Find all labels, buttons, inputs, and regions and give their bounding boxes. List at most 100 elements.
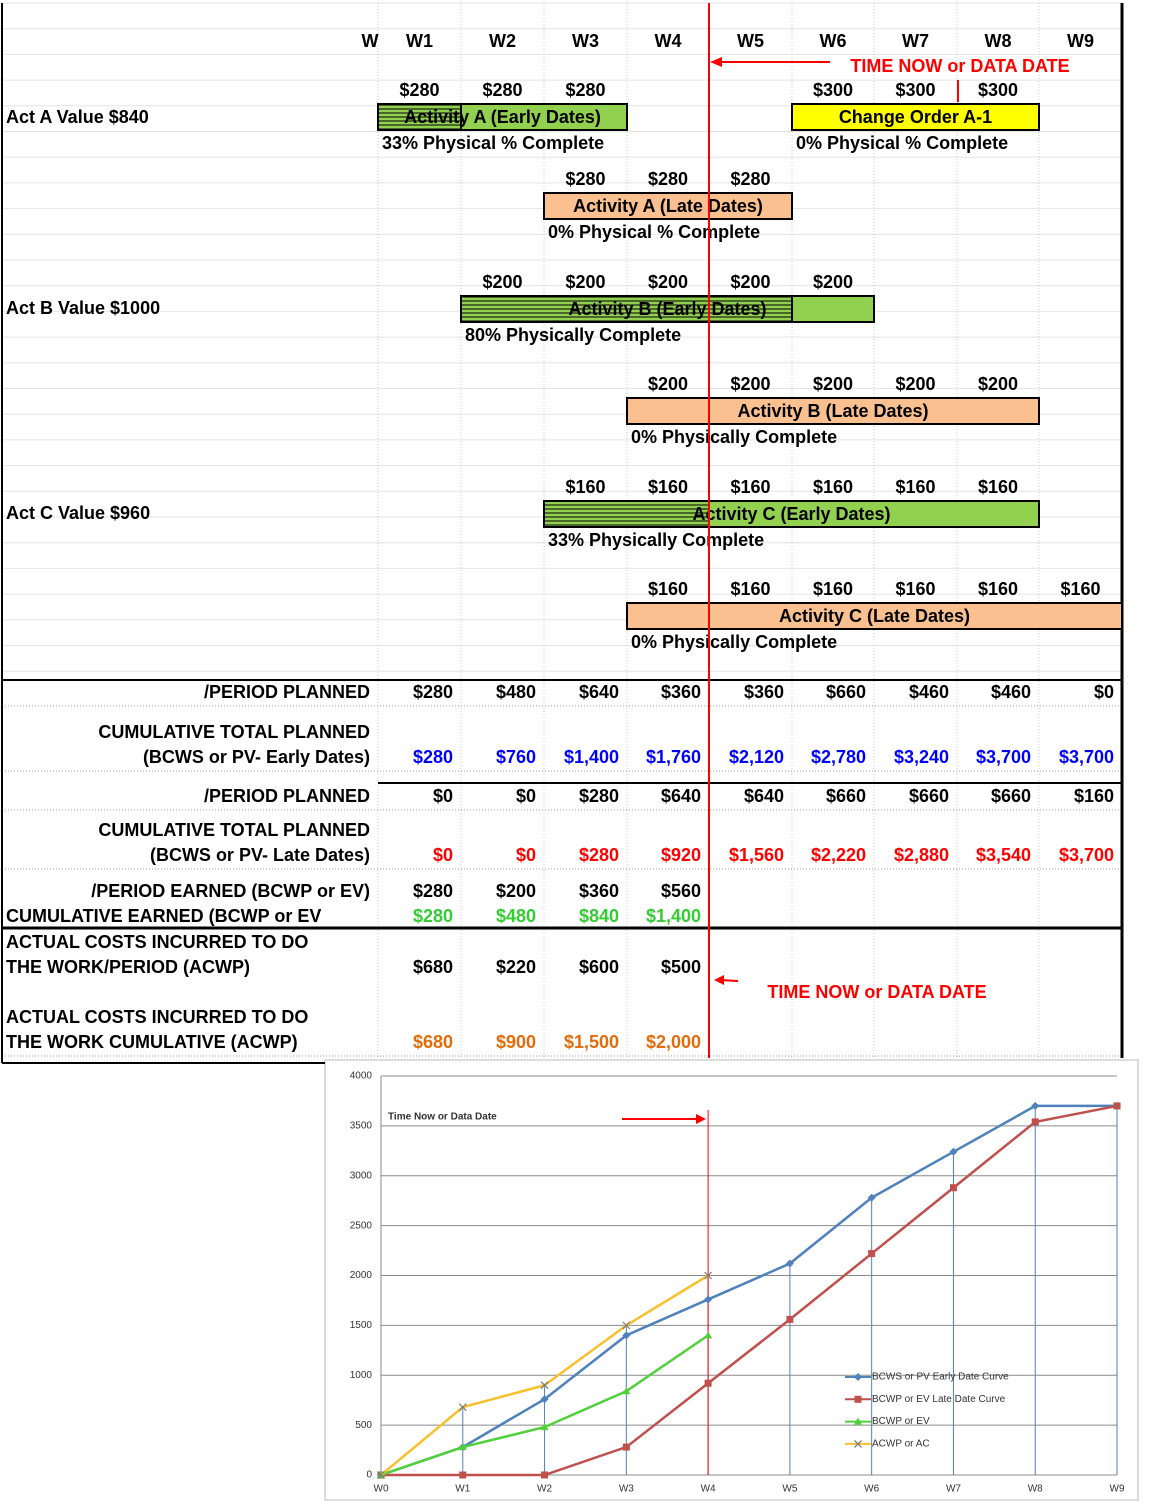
x-tick-label: W5 — [782, 1484, 797, 1495]
activity-value: $200 — [730, 272, 770, 292]
summary-label: ACTUAL COSTS INCURRED TO DO — [6, 932, 308, 952]
summary-value: $280 — [413, 747, 453, 767]
summary-value: $2,880 — [894, 845, 949, 865]
activity-bar — [626, 397, 1040, 425]
marker — [704, 1331, 713, 1339]
week-header: W3 — [572, 31, 599, 51]
y-tick-label: 1000 — [350, 1370, 373, 1381]
summary-value: $0 — [516, 786, 536, 806]
series-line — [380, 1104, 1117, 1477]
activity-value: $160 — [648, 477, 688, 497]
y-tick-label: 2000 — [350, 1270, 373, 1281]
week-header: W5 — [737, 31, 764, 51]
x-tick-label: W7 — [946, 1484, 961, 1495]
summary-label: (BCWS or PV- Late Dates) — [150, 845, 370, 865]
summary-label: CUMULATIVE TOTAL PLANNED — [98, 820, 370, 840]
summary-value: $660 — [826, 786, 866, 806]
activity-value: $280 — [565, 80, 605, 100]
x-tick-label: W0 — [374, 1484, 389, 1495]
summary-label: THE WORK/PERIOD (ACWP) — [6, 957, 250, 977]
summary-value: $2,120 — [729, 747, 784, 767]
summary-value: $1,400 — [646, 906, 701, 926]
summary-value: $600 — [579, 957, 619, 977]
marker — [622, 1331, 631, 1340]
summary-value: $660 — [991, 786, 1031, 806]
activity-value: $160 — [730, 477, 770, 497]
activity-value: $160 — [978, 579, 1018, 599]
x-tick-label: W4 — [701, 1484, 716, 1495]
activity-label: Activity C (Late Dates) — [779, 606, 970, 626]
chart-annotation: Time Now or Data Date — [388, 1112, 497, 1123]
summary-value: $280 — [579, 845, 619, 865]
marker — [377, 1471, 385, 1479]
summary-value: $1,400 — [564, 747, 619, 767]
marker — [786, 1315, 794, 1323]
summary-value: $3,240 — [894, 747, 949, 767]
marker — [540, 1381, 549, 1390]
summary-label: /PERIOD PLANNED — [204, 682, 370, 702]
activity-note: 0% Physical % Complete — [548, 222, 760, 242]
activity-label: Activity A (Early Dates) — [404, 107, 601, 127]
summary-value: $660 — [909, 786, 949, 806]
x-tick-label: W1 — [455, 1484, 470, 1495]
activity-value: $160 — [895, 477, 935, 497]
row-label: Act A Value $840 — [6, 107, 149, 127]
activity-label: Change Order A-1 — [839, 107, 992, 127]
summary-value: $500 — [661, 957, 701, 977]
progress-hatch — [543, 500, 710, 528]
summary-value: $760 — [496, 747, 536, 767]
summary-value: $200 — [496, 881, 536, 901]
summary-label: /PERIOD PLANNED — [204, 786, 370, 806]
summary-value: $3,700 — [976, 747, 1031, 767]
x-tick-label: W6 — [864, 1484, 879, 1495]
activity-value: $160 — [813, 579, 853, 599]
marker — [1113, 1102, 1121, 1110]
summary-value: $3,700 — [1059, 845, 1114, 865]
y-tick-label: 3000 — [350, 1170, 373, 1181]
week-header: W9 — [1067, 31, 1094, 51]
activity-note: 80% Physically Complete — [465, 325, 681, 345]
summary-value: $920 — [661, 845, 701, 865]
summary-value: $0 — [433, 786, 453, 806]
summary-value: $0 — [433, 845, 453, 865]
x-tick-label: W9 — [1110, 1484, 1125, 1495]
activity-value: $200 — [648, 272, 688, 292]
row-label: Act B Value $1000 — [6, 298, 160, 318]
summary-label: /PERIOD EARNED (BCWP or EV) — [91, 881, 370, 901]
marker — [867, 1193, 876, 1202]
summary-value: $1,500 — [564, 1032, 619, 1052]
activity-value: $160 — [1060, 579, 1100, 599]
activity-value: $200 — [565, 272, 605, 292]
y-tick-label: 3500 — [350, 1121, 373, 1132]
summary-value: $2,000 — [646, 1032, 701, 1052]
summary-label: (BCWS or PV- Early Dates) — [143, 747, 370, 767]
summary-value: $680 — [413, 1032, 453, 1052]
activity-label: Activity B (Early Dates) — [568, 299, 766, 319]
marker — [785, 1259, 794, 1268]
activity-label: Activity C (Early Dates) — [692, 504, 890, 524]
marker — [1031, 1118, 1039, 1126]
progress-hatch — [377, 103, 462, 131]
summary-value: $840 — [579, 906, 619, 926]
summary-value: $1,560 — [729, 845, 784, 865]
legend-label: ACWP or AC — [872, 1439, 930, 1450]
activity-value: $200 — [813, 374, 853, 394]
summary-value: $1,760 — [646, 747, 701, 767]
summary-value: $460 — [991, 682, 1031, 702]
week-header: W4 — [655, 31, 682, 51]
summary-value: $360 — [579, 881, 619, 901]
marker — [622, 1443, 630, 1451]
activity-value: $200 — [895, 374, 935, 394]
summary-value: $280 — [413, 682, 453, 702]
summary-value: $280 — [413, 906, 453, 926]
marker — [540, 1423, 549, 1431]
progress-hatch — [460, 295, 793, 323]
marker — [622, 1387, 631, 1395]
activity-value: $160 — [565, 477, 605, 497]
summary-value: $660 — [826, 682, 866, 702]
y-tick-label: 0 — [366, 1470, 372, 1481]
activity-note: 33% Physically Complete — [548, 530, 764, 550]
legend-marker — [854, 1395, 862, 1403]
arrow-head — [696, 1114, 706, 1124]
summary-value: $640 — [661, 786, 701, 806]
